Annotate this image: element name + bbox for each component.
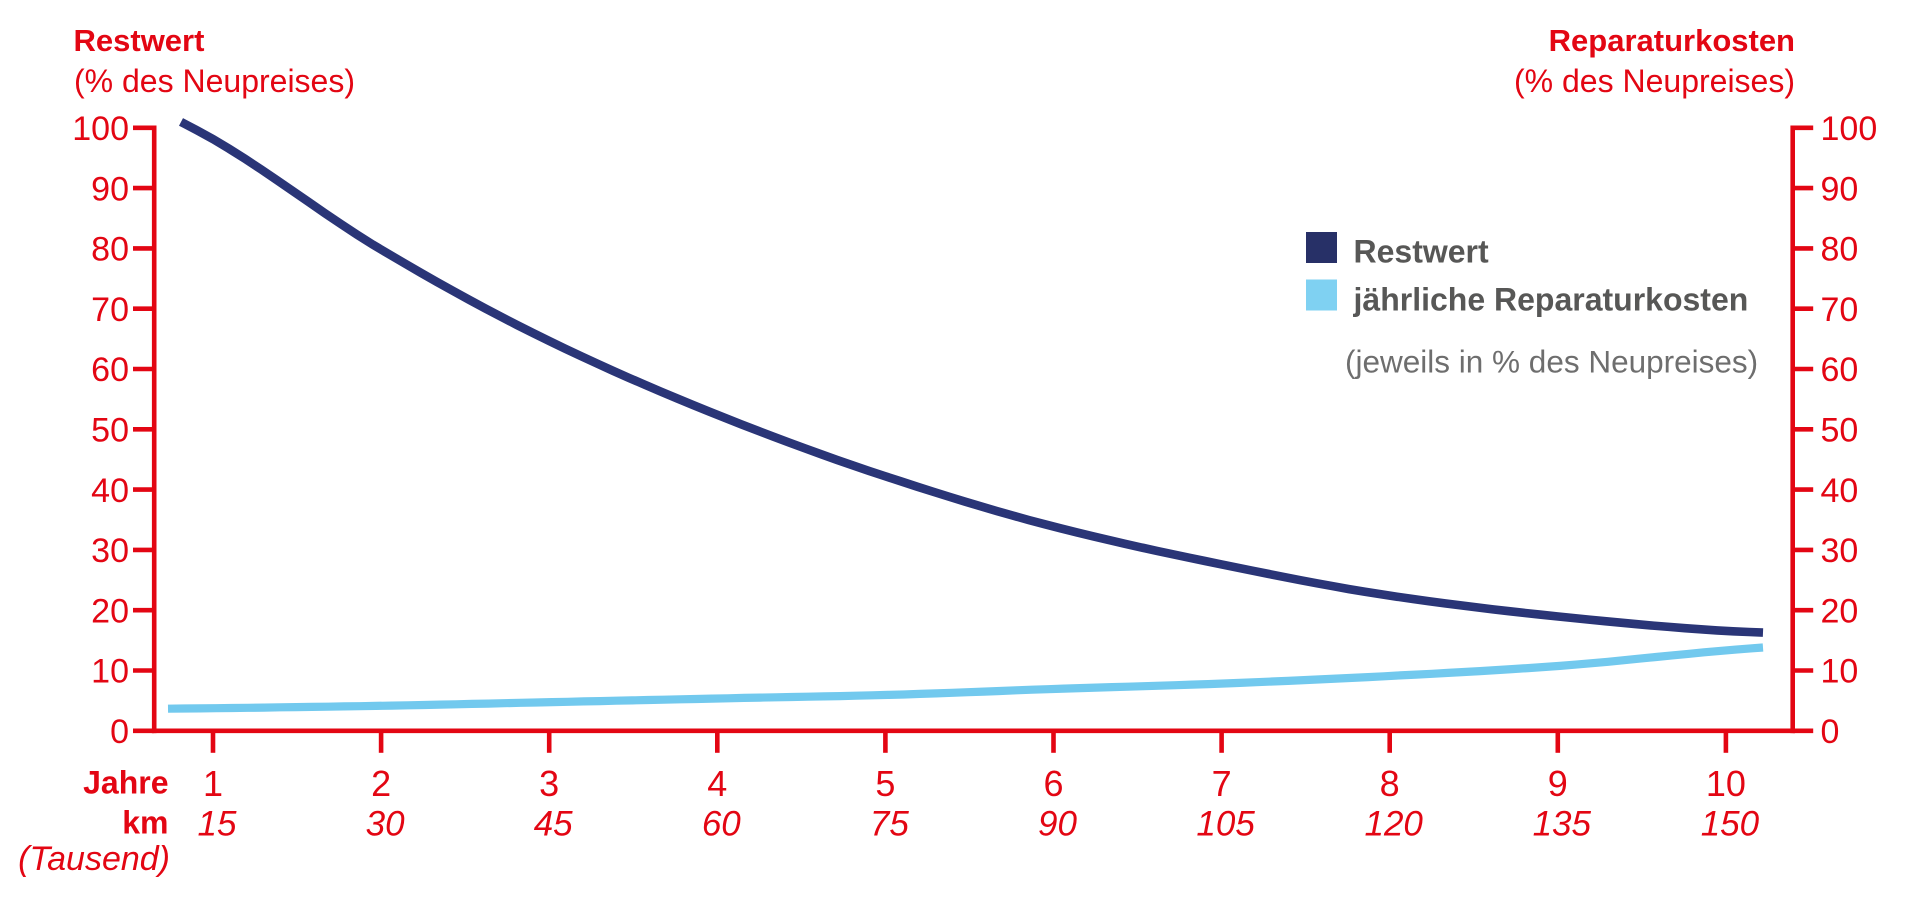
svg-text:80: 80 xyxy=(91,231,129,269)
svg-text:6: 6 xyxy=(1043,763,1063,804)
svg-text:(% des Neupreises): (% des Neupreises) xyxy=(74,63,355,99)
svg-text:8: 8 xyxy=(1380,763,1400,804)
svg-text:20: 20 xyxy=(1821,592,1859,630)
svg-text:45: 45 xyxy=(534,805,573,844)
svg-text:7: 7 xyxy=(1212,763,1232,804)
svg-text:Restwert: Restwert xyxy=(74,23,205,58)
svg-text:10: 10 xyxy=(1821,653,1859,691)
svg-text:150: 150 xyxy=(1701,805,1760,844)
svg-text:90: 90 xyxy=(1821,170,1859,208)
svg-text:50: 50 xyxy=(1821,412,1859,450)
svg-text:5: 5 xyxy=(875,763,895,804)
svg-text:20: 20 xyxy=(91,592,129,630)
svg-text:90: 90 xyxy=(91,170,129,208)
svg-text:120: 120 xyxy=(1364,805,1423,844)
svg-text:jährliche Reparaturkosten: jährliche Reparaturkosten xyxy=(1353,281,1749,317)
svg-text:3: 3 xyxy=(539,763,559,804)
svg-text:100: 100 xyxy=(1821,110,1878,148)
svg-text:105: 105 xyxy=(1196,805,1255,844)
svg-text:100: 100 xyxy=(72,110,129,148)
svg-text:50: 50 xyxy=(91,412,129,450)
svg-text:90: 90 xyxy=(1038,805,1077,844)
svg-text:Restwert: Restwert xyxy=(1354,234,1490,270)
svg-text:30: 30 xyxy=(366,805,405,844)
svg-text:1: 1 xyxy=(203,763,223,804)
svg-text:Jahre: Jahre xyxy=(83,765,168,801)
svg-text:30: 30 xyxy=(1821,532,1859,570)
svg-text:40: 40 xyxy=(1821,472,1859,510)
svg-text:Reparaturkosten: Reparaturkosten xyxy=(1549,23,1795,58)
svg-text:15: 15 xyxy=(198,805,237,844)
svg-text:75: 75 xyxy=(870,805,909,844)
svg-text:0: 0 xyxy=(1821,713,1840,751)
svg-text:(% des Neupreises): (% des Neupreises) xyxy=(1514,63,1795,99)
svg-text:10: 10 xyxy=(1706,763,1746,804)
svg-text:(Tausend): (Tausend) xyxy=(18,840,170,878)
svg-text:70: 70 xyxy=(91,291,129,329)
svg-text:30: 30 xyxy=(91,532,129,570)
svg-text:4: 4 xyxy=(707,763,727,804)
svg-text:70: 70 xyxy=(1821,291,1859,329)
svg-text:0: 0 xyxy=(110,713,129,751)
svg-text:km: km xyxy=(122,805,168,841)
svg-text:2: 2 xyxy=(371,763,391,804)
svg-text:80: 80 xyxy=(1821,231,1859,269)
svg-text:9: 9 xyxy=(1548,763,1568,804)
svg-text:(jeweils in % des Neupreises): (jeweils in % des Neupreises) xyxy=(1345,344,1758,380)
svg-text:135: 135 xyxy=(1533,805,1592,844)
svg-text:10: 10 xyxy=(91,653,129,691)
svg-text:60: 60 xyxy=(91,351,129,389)
svg-text:60: 60 xyxy=(1821,351,1859,389)
svg-text:40: 40 xyxy=(91,472,129,510)
svg-text:60: 60 xyxy=(702,805,741,844)
